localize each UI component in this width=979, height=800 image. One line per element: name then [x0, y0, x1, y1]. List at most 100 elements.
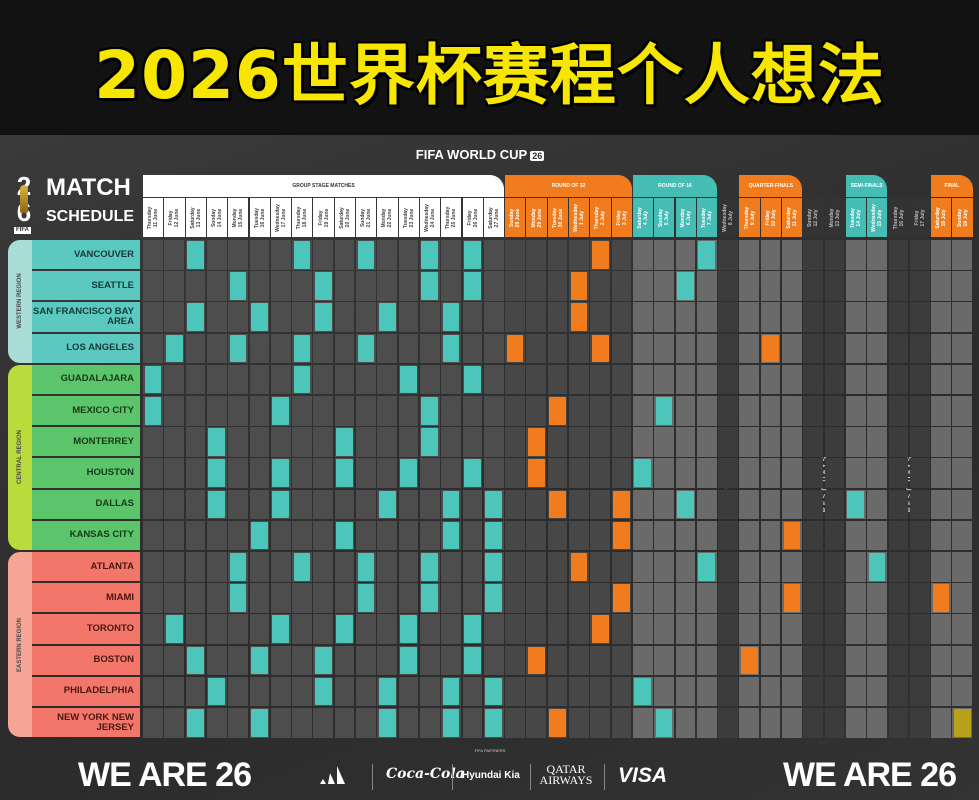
match-cell[interactable]	[187, 709, 204, 737]
match-cell[interactable]	[932, 584, 950, 612]
match-cell[interactable]	[485, 521, 503, 550]
match-cell[interactable]	[677, 272, 694, 300]
match-cell[interactable]	[400, 646, 417, 675]
match-cell[interactable]	[527, 646, 545, 675]
match-cell[interactable]	[655, 709, 673, 737]
match-cell[interactable]	[464, 365, 481, 394]
match-cell[interactable]	[442, 521, 460, 550]
match-cell[interactable]	[485, 584, 503, 612]
match-cell[interactable]	[314, 272, 332, 300]
match-cell[interactable]	[527, 428, 545, 456]
match-cell[interactable]	[442, 490, 460, 519]
match-cell[interactable]	[783, 521, 801, 550]
match-cell[interactable]	[336, 459, 353, 488]
match-cell[interactable]	[208, 490, 226, 519]
match-cell[interactable]	[464, 459, 481, 488]
match-cell[interactable]	[421, 272, 439, 300]
match-cell[interactable]	[187, 303, 204, 332]
match-cell[interactable]	[336, 521, 353, 550]
match-cell[interactable]	[251, 303, 268, 332]
match-cell[interactable]	[251, 646, 268, 675]
match-cell[interactable]	[251, 709, 268, 737]
match-cell[interactable]	[400, 615, 417, 644]
match-cell[interactable]	[293, 334, 311, 363]
match-cell[interactable]	[485, 709, 503, 737]
match-cell[interactable]	[421, 397, 439, 425]
match-cell[interactable]	[208, 428, 226, 456]
match-cell[interactable]	[634, 459, 652, 488]
match-cell[interactable]	[336, 615, 353, 644]
match-cell[interactable]	[272, 615, 290, 644]
match-cell[interactable]	[314, 677, 332, 706]
match-cell[interactable]	[378, 677, 396, 706]
match-cell[interactable]	[464, 241, 481, 269]
match-cell[interactable]	[293, 365, 311, 394]
match-cell[interactable]	[314, 303, 332, 332]
match-cell[interactable]	[549, 709, 566, 737]
match-cell[interactable]	[144, 397, 162, 425]
match-cell[interactable]	[698, 553, 716, 581]
match-cell[interactable]	[357, 241, 375, 269]
match-cell[interactable]	[485, 490, 503, 519]
match-cell[interactable]	[591, 615, 609, 644]
match-cell[interactable]	[357, 584, 375, 612]
match-cell[interactable]	[421, 553, 439, 581]
match-cell[interactable]	[421, 584, 439, 612]
match-cell[interactable]	[421, 241, 439, 269]
match-cell[interactable]	[187, 241, 204, 269]
match-cell[interactable]	[613, 490, 630, 519]
match-cell[interactable]	[229, 553, 247, 581]
match-cell[interactable]	[655, 397, 673, 425]
match-cell[interactable]	[868, 553, 886, 581]
match-cell[interactable]	[272, 459, 290, 488]
match-cell[interactable]	[293, 553, 311, 581]
match-cell[interactable]	[464, 272, 481, 300]
match-cell[interactable]	[314, 646, 332, 675]
match-cell[interactable]	[570, 272, 588, 300]
match-cell[interactable]	[378, 490, 396, 519]
match-cell[interactable]	[336, 428, 353, 456]
match-cell[interactable]	[613, 584, 630, 612]
match-cell[interactable]	[847, 490, 865, 519]
match-cell[interactable]	[549, 397, 566, 425]
match-cell[interactable]	[442, 303, 460, 332]
match-cell[interactable]	[378, 303, 396, 332]
match-cell[interactable]	[293, 241, 311, 269]
match-cell[interactable]	[485, 553, 503, 581]
match-cell[interactable]	[144, 365, 162, 394]
match-cell[interactable]	[208, 459, 226, 488]
match-cell[interactable]	[187, 646, 204, 675]
match-cell[interactable]	[378, 709, 396, 737]
match-cell[interactable]	[953, 709, 971, 737]
match-cell[interactable]	[613, 521, 630, 550]
match-cell[interactable]	[549, 490, 566, 519]
match-cell[interactable]	[251, 521, 268, 550]
match-cell[interactable]	[591, 241, 609, 269]
match-cell[interactable]	[229, 334, 247, 363]
match-cell[interactable]	[464, 615, 481, 644]
match-cell[interactable]	[442, 677, 460, 706]
match-cell[interactable]	[591, 334, 609, 363]
match-cell[interactable]	[357, 553, 375, 581]
match-cell[interactable]	[442, 709, 460, 737]
match-cell[interactable]	[208, 677, 226, 706]
match-cell[interactable]	[464, 646, 481, 675]
match-cell[interactable]	[272, 490, 290, 519]
match-cell[interactable]	[570, 553, 588, 581]
match-cell[interactable]	[165, 615, 183, 644]
match-cell[interactable]	[400, 459, 417, 488]
match-cell[interactable]	[740, 646, 758, 675]
match-cell[interactable]	[506, 334, 524, 363]
match-cell[interactable]	[485, 677, 503, 706]
match-cell[interactable]	[400, 365, 417, 394]
match-cell[interactable]	[357, 334, 375, 363]
match-cell[interactable]	[762, 334, 779, 363]
match-cell[interactable]	[634, 677, 652, 706]
match-cell[interactable]	[421, 428, 439, 456]
match-cell[interactable]	[229, 272, 247, 300]
match-cell[interactable]	[165, 334, 183, 363]
match-cell[interactable]	[698, 241, 716, 269]
match-cell[interactable]	[570, 303, 588, 332]
match-cell[interactable]	[229, 584, 247, 612]
match-cell[interactable]	[677, 490, 694, 519]
